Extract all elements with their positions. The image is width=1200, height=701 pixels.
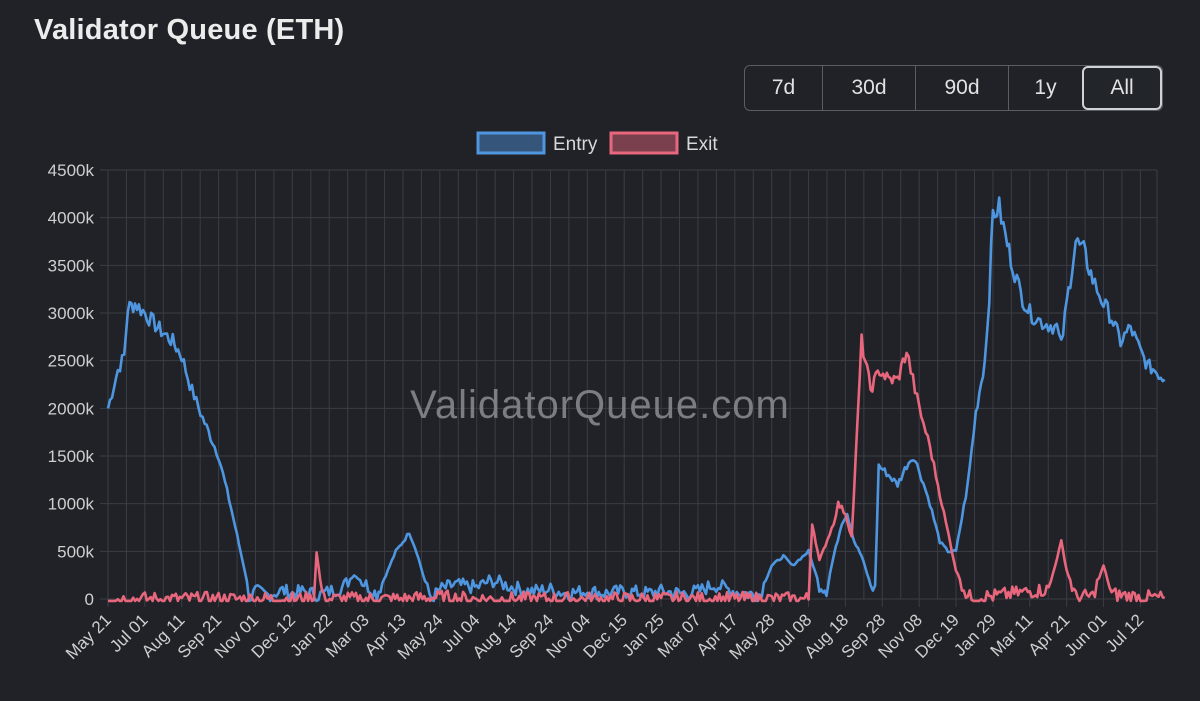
y-tick-label: 4000k (48, 209, 95, 228)
page-title: Validator Queue (ETH) (34, 14, 345, 46)
y-tick-label: 4500k (48, 161, 95, 180)
y-tick-label: 3500k (48, 256, 95, 275)
range-30d-button[interactable]: 30d (822, 66, 915, 110)
y-tick-label: 2500k (48, 352, 95, 371)
y-tick-label: 500k (57, 542, 94, 561)
range-selector: 7d 30d 90d 1y All (744, 65, 1163, 111)
x-tick-label: May 21 (62, 610, 115, 663)
chart-grid (100, 169, 1158, 607)
x-tick-label: Jul 12 (1102, 610, 1148, 656)
y-tick-label: 2000k (48, 399, 95, 418)
range-7d-button[interactable]: 7d (745, 66, 822, 110)
y-tick-label: 1500k (48, 447, 95, 466)
range-1y-button[interactable]: 1y (1008, 66, 1082, 110)
chart-legend[interactable]: Entry Exit (476, 131, 718, 155)
chart-series (106, 196, 1166, 603)
y-tick-label: 0 (85, 590, 94, 609)
y-tick-label: 1000k (48, 495, 95, 514)
legend-label-exit[interactable]: Exit (686, 134, 718, 155)
x-tick-label: Mar 11 (987, 610, 1037, 660)
x-tick-label: Jun 01 (1061, 610, 1111, 660)
range-90d-button[interactable]: 90d (915, 66, 1008, 110)
y-tick-label: 3000k (48, 304, 95, 323)
watermark: ValidatorQueue.com (410, 383, 790, 427)
range-all-button[interactable]: All (1082, 66, 1162, 110)
legend-swatch-exit[interactable] (609, 131, 679, 155)
series-line-exit (108, 333, 1166, 603)
legend-label-entry[interactable]: Entry (553, 134, 598, 155)
legend-swatch-entry[interactable] (476, 131, 546, 155)
